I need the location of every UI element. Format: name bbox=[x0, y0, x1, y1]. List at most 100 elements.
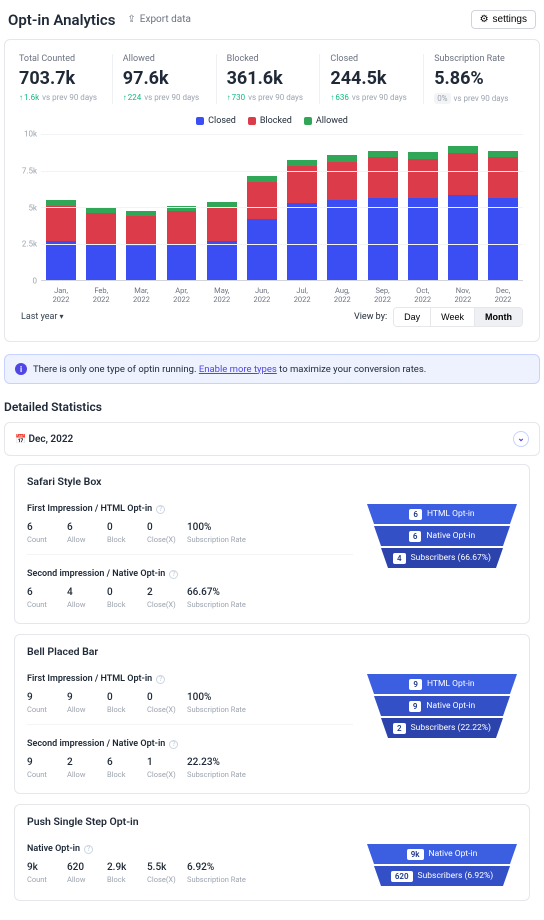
bar-segment bbox=[368, 157, 398, 198]
bar-segment bbox=[207, 241, 237, 280]
legend-item: Closed bbox=[196, 116, 236, 126]
stat-cell: 100%Subscription Rate bbox=[187, 692, 249, 714]
stat-label: Allow bbox=[67, 535, 107, 544]
viewby-week[interactable]: Week bbox=[431, 308, 475, 326]
funnel-label: Subscribers (6.92%) bbox=[418, 871, 494, 881]
funnel-step: 9HTML Opt-in bbox=[367, 674, 517, 694]
funnel-label: Subscribers (66.67%) bbox=[411, 553, 491, 563]
kpi-value: 703.7k bbox=[19, 68, 102, 89]
date-header[interactable]: Dec, 2022 ⌄ bbox=[4, 422, 540, 456]
stat-label: Block bbox=[107, 770, 147, 779]
bar-segment bbox=[488, 198, 518, 280]
stat-card: Bell Placed Bar First Impression / HTML … bbox=[14, 634, 530, 794]
stat-label: Allow bbox=[67, 875, 107, 884]
info-icon: i bbox=[15, 363, 27, 375]
card-title: Push Single Step Opt-in bbox=[27, 815, 517, 828]
stat-value: 66.67% bbox=[187, 587, 249, 598]
funnel-step: 620Subscribers (6.92%) bbox=[374, 866, 510, 886]
stat-label: Count bbox=[27, 705, 67, 714]
export-button[interactable]: ⇪ Export data bbox=[127, 14, 191, 25]
stat-cell: 2Allow bbox=[67, 757, 107, 779]
x-tick: Mar, 2022 bbox=[126, 283, 156, 299]
funnel-label: HTML Opt-in bbox=[427, 679, 475, 689]
stat-cell: 0 Close(X) bbox=[147, 522, 187, 544]
funnel-badge: 9 bbox=[409, 701, 422, 712]
x-tick: Nov, 2022 bbox=[448, 283, 478, 299]
bar-segment bbox=[46, 206, 76, 241]
bar-segment bbox=[327, 200, 357, 280]
kpi-card: Total Counted 703.7k 1.6kvs prev 90 days bbox=[17, 54, 113, 104]
stat-cell: 9kCount bbox=[27, 862, 67, 884]
funnel-badge: 2 bbox=[393, 723, 406, 734]
x-tick: Apr, 2022 bbox=[167, 283, 197, 299]
kpi-delta: 0% bbox=[434, 93, 450, 104]
gear-icon: ⚙ bbox=[480, 14, 489, 25]
kpi-card: Allowed 97.6k 224vs prev 90 days bbox=[113, 54, 217, 104]
settings-button[interactable]: ⚙ settings bbox=[471, 10, 536, 29]
funnel-label: Native Opt-in bbox=[426, 701, 475, 711]
kpi-label: Subscription Rate bbox=[434, 54, 517, 64]
stat-value: 0 bbox=[147, 522, 187, 533]
stat-cell: 22.23%Subscription Rate bbox=[187, 757, 249, 779]
stat-value: 0 bbox=[107, 522, 147, 533]
stat-value: 100% bbox=[187, 522, 249, 533]
stat-label: Block bbox=[107, 535, 147, 544]
stat-value: 9k bbox=[27, 862, 67, 873]
stat-value: 9 bbox=[67, 692, 107, 703]
bar-segment bbox=[408, 159, 438, 198]
stat-cell: 6.92%Subscription Rate bbox=[187, 862, 249, 884]
stat-cell: 0Close(X) bbox=[147, 692, 187, 714]
date-label: Dec, 2022 bbox=[28, 434, 73, 445]
x-tick: Oct, 2022 bbox=[408, 283, 438, 299]
funnel-step: 4Subscribers (66.67%) bbox=[381, 548, 503, 568]
legend-item: Allowed bbox=[304, 116, 348, 126]
stat-cell: 0Block bbox=[107, 692, 147, 714]
help-icon[interactable]: ? bbox=[169, 740, 178, 749]
stat-value: 0 bbox=[107, 692, 147, 703]
legend-label: Allowed bbox=[316, 116, 348, 126]
stat-label: Close(X) bbox=[147, 535, 187, 544]
bar-segment bbox=[448, 153, 478, 195]
funnel-step: 6Native Opt-in bbox=[374, 526, 510, 546]
stat-label: Allow bbox=[67, 770, 107, 779]
help-icon[interactable]: ? bbox=[156, 505, 165, 514]
help-icon[interactable]: ? bbox=[156, 675, 165, 684]
impression-title: Native Opt-in ? bbox=[27, 844, 353, 854]
stat-label: Subscription Rate bbox=[187, 770, 249, 779]
settings-label: settings bbox=[493, 14, 527, 25]
view-by-label: View by: bbox=[354, 312, 387, 322]
view-by-control: View by: DayWeekMonth bbox=[354, 307, 523, 327]
bar-segment bbox=[408, 198, 438, 280]
stat-card: Safari Style Box First Impression / HTML… bbox=[14, 464, 530, 624]
stat-label: Count bbox=[27, 535, 67, 544]
info-notice: i There is only one type of optin runnin… bbox=[4, 354, 540, 384]
help-icon[interactable]: ? bbox=[84, 845, 93, 854]
export-icon: ⇪ bbox=[127, 14, 135, 25]
stat-value: 6 bbox=[67, 522, 107, 533]
kpi-delta: 730 bbox=[227, 93, 246, 102]
kpi-value: 244.5k bbox=[330, 68, 413, 89]
x-tick: Feb, 2022 bbox=[86, 283, 116, 299]
x-tick: Dec, 2022 bbox=[488, 283, 518, 299]
stat-cell: 6Count bbox=[27, 522, 67, 544]
notice-text: There is only one type of optin running. bbox=[33, 364, 199, 375]
period-selector[interactable]: Last year bbox=[21, 312, 63, 322]
bar-segment bbox=[207, 207, 237, 241]
x-tick: May, 2022 bbox=[207, 283, 237, 299]
kpi-label: Blocked bbox=[227, 54, 310, 64]
viewby-month[interactable]: Month bbox=[475, 308, 522, 326]
viewby-day[interactable]: Day bbox=[394, 308, 431, 326]
legend-swatch bbox=[196, 117, 204, 125]
chevron-down-icon[interactable]: ⌄ bbox=[513, 431, 529, 447]
stat-label: Allow bbox=[67, 705, 107, 714]
stats-column: First Impression / HTML Opt-in ?6Count6A… bbox=[27, 504, 353, 609]
funnel-label: Native Opt-in bbox=[426, 531, 475, 541]
stat-value: 6 bbox=[107, 757, 147, 768]
enable-types-link[interactable]: Enable more types bbox=[199, 364, 277, 375]
kpi-delta: 636 bbox=[330, 93, 349, 102]
stat-row: 6Count4Allow0Block2Close(X)66.67%Subscri… bbox=[27, 587, 353, 609]
funnel-label: HTML Opt-in bbox=[427, 509, 475, 519]
help-icon[interactable]: ? bbox=[169, 570, 178, 579]
funnel-step: 6HTML Opt-in bbox=[367, 504, 517, 524]
stat-cell: 0 Block bbox=[107, 522, 147, 544]
